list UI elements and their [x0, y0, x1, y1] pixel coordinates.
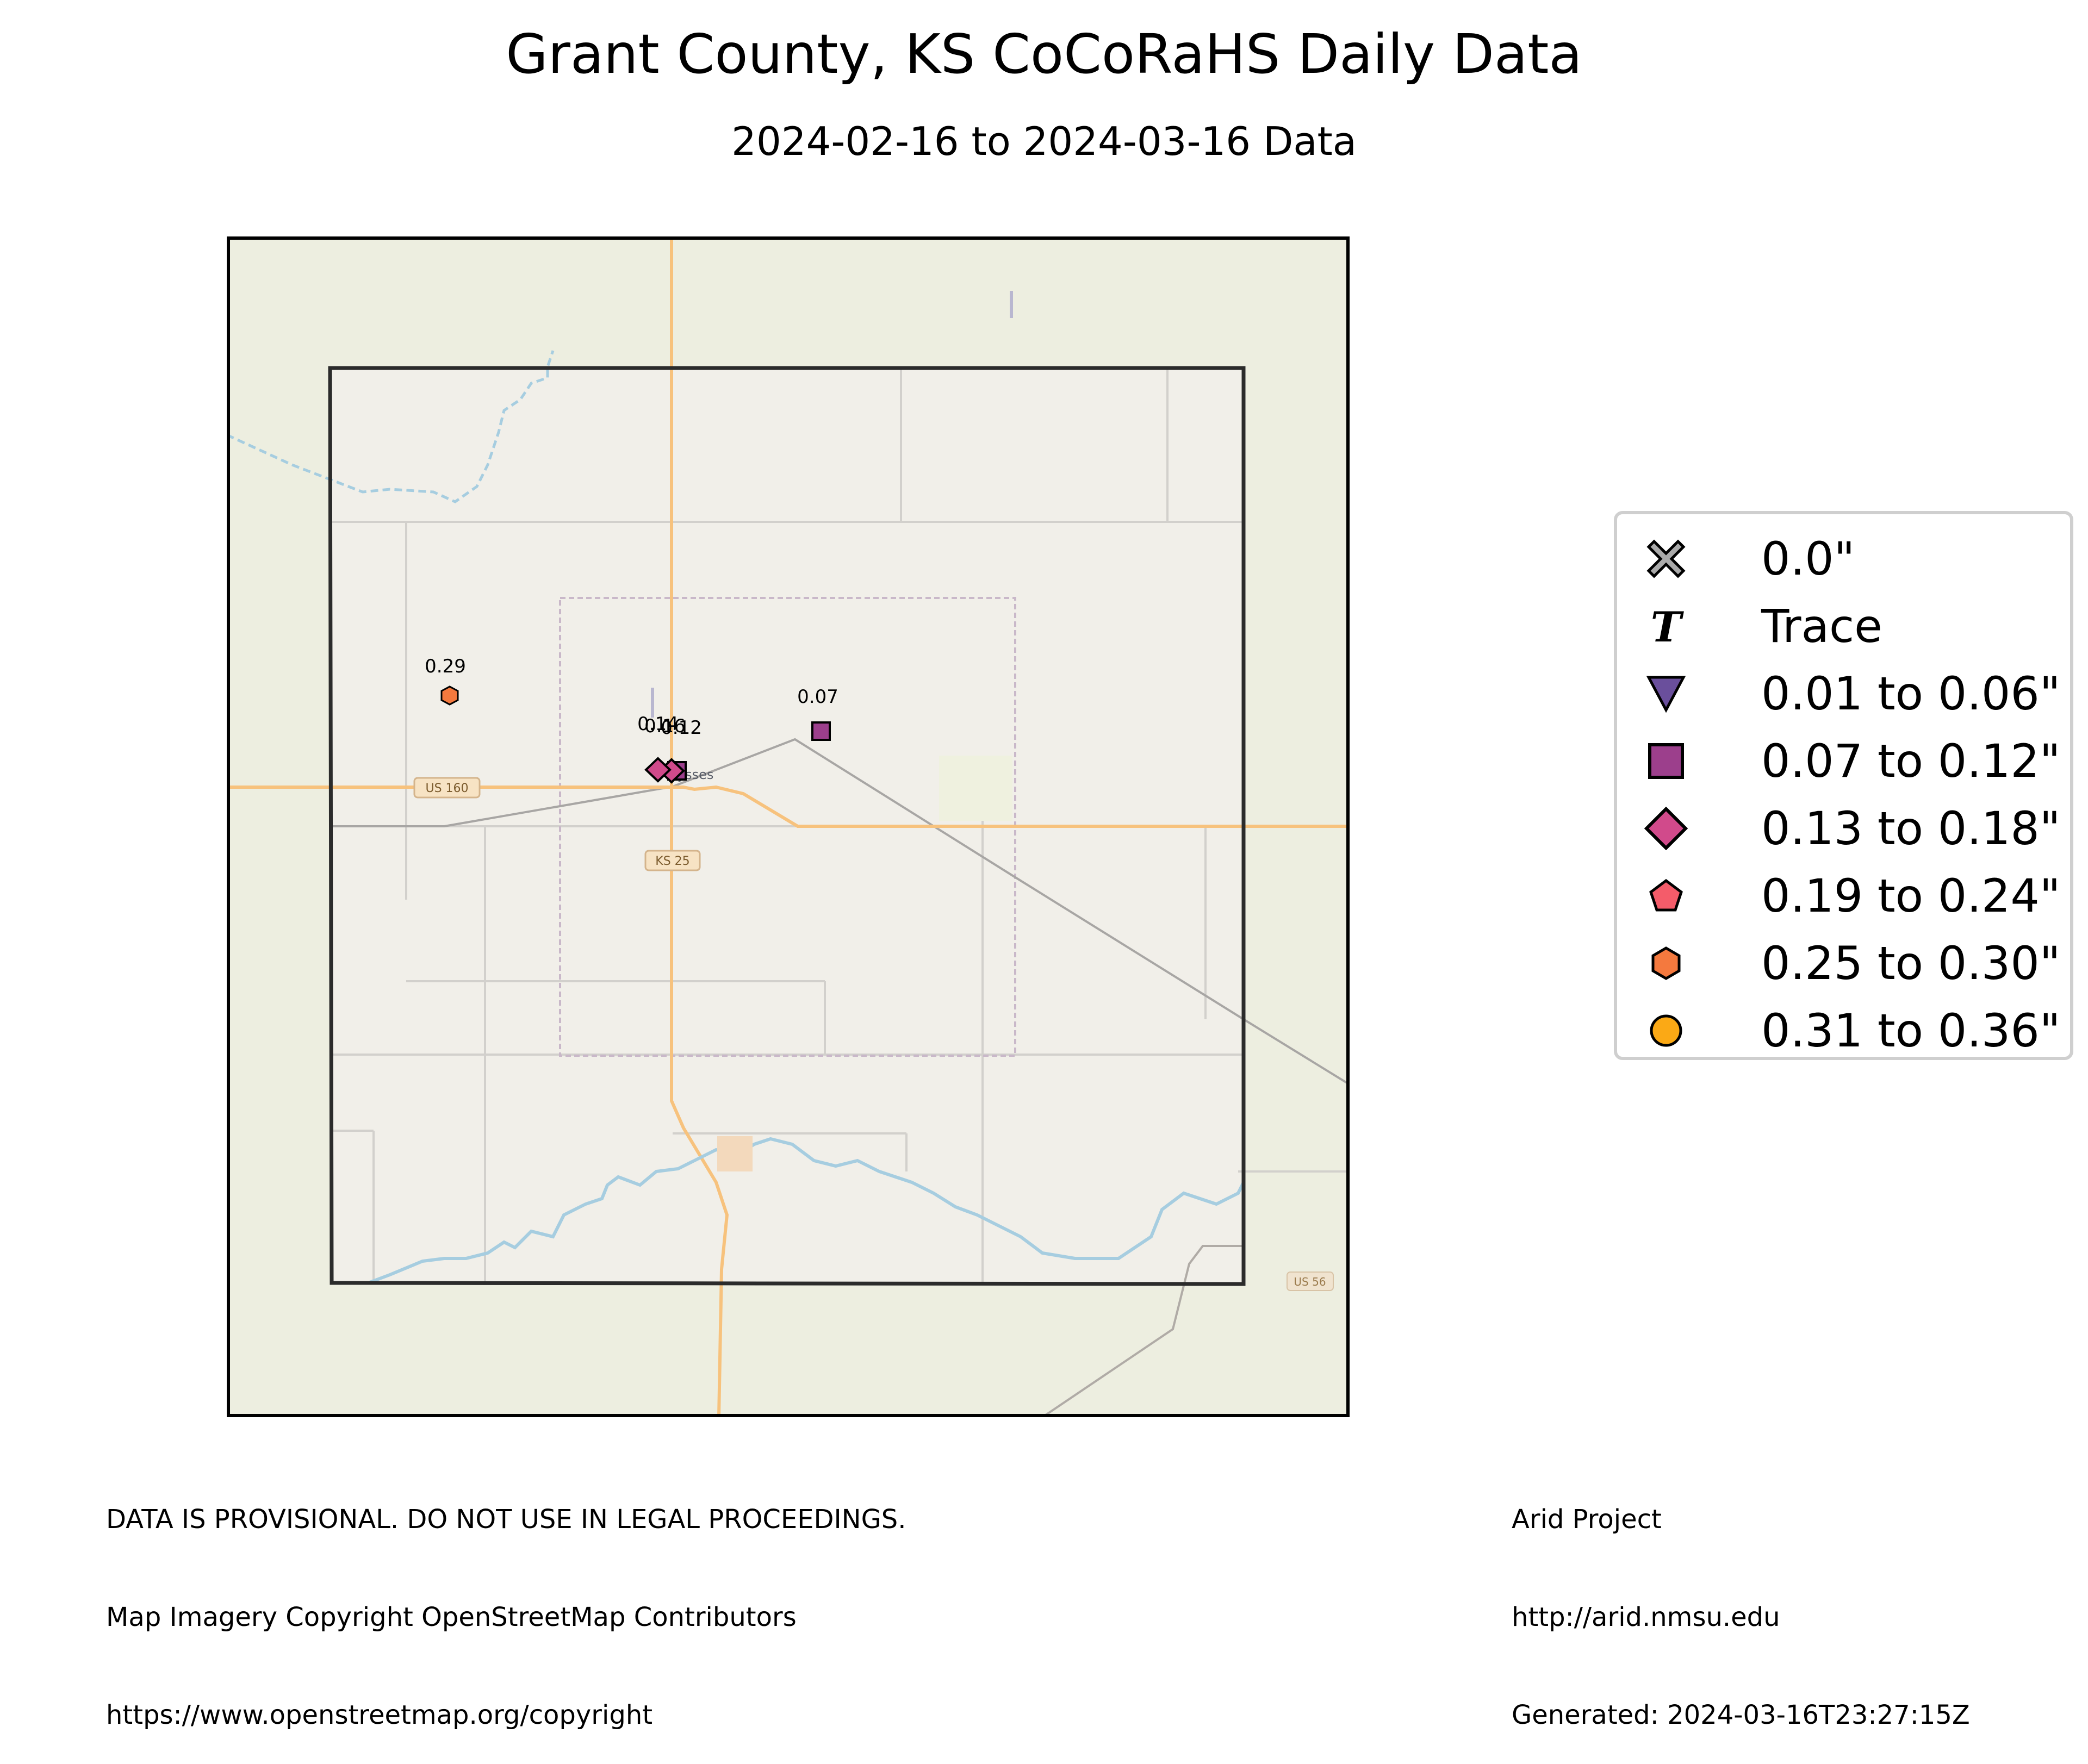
map-canvas[interactable]: US 160 KS 25 US 56 Ulysses 0.29 0.07 0.1…	[227, 236, 1350, 1417]
highways	[227, 236, 1350, 1417]
creek-north	[227, 350, 555, 503]
footer-line: DATA IS PROVISIONAL. DO NOT USE IN LEGAL…	[106, 1504, 906, 1535]
reservoir-mark	[1010, 291, 1013, 318]
footer-credits: Arid Project http://arid.nmsu.edu Genera…	[1512, 1438, 1970, 1764]
footer-generated: Generated: 2024-03-16T23:27:15Z	[1512, 1700, 1970, 1730]
legend-label: 0.07 to 0.12"	[1761, 734, 2061, 788]
station-value-label: 0.07	[797, 686, 838, 708]
footer-copyright-link[interactable]: https://www.openstreetmap.org/copyright	[106, 1700, 653, 1730]
county-boundary	[328, 366, 1246, 1286]
footer-line: Map Imagery Copyright OpenStreetMap Cont…	[106, 1602, 797, 1632]
station-value-label: 0.16	[644, 715, 686, 737]
us56-shield: US 56	[1287, 1271, 1334, 1291]
svg-text:US 160: US 160	[425, 782, 468, 795]
chart-subtitle: 2024-02-16 to 2024-03-16 Data	[731, 119, 1357, 164]
legend-label: 0.19 to 0.24"	[1761, 869, 2061, 922]
hexagon-icon	[1651, 946, 1681, 980]
trace-t-icon: T	[1651, 604, 1685, 648]
legend-item: 0.31 to 0.36"	[1617, 997, 2070, 1064]
legend-label: 0.01 to 0.06"	[1761, 667, 2061, 720]
circle-icon	[1650, 1014, 1682, 1047]
diamond-icon	[1644, 807, 1688, 850]
legend-item: 0.01 to 0.06"	[1617, 660, 2070, 727]
legend-label: Trace	[1761, 600, 1882, 653]
town-lot	[717, 1136, 753, 1171]
station-marker[interactable]: 0.07	[797, 686, 838, 741]
pentagon-icon	[1649, 878, 1683, 912]
triangle-down-icon	[1646, 676, 1686, 713]
legend: 0.0" T Trace 0.01 to 0.06" 0.07 to 0.12"…	[1614, 511, 2073, 1060]
x-cross-icon	[1646, 539, 1686, 578]
legend-item: 0.25 to 0.30"	[1617, 930, 2070, 997]
legend-label: 0.25 to 0.30"	[1761, 937, 2061, 990]
map-panel[interactable]: US 160 KS 25 US 56 Ulysses 0.29 0.07 0.1…	[227, 236, 1350, 1417]
station-marker[interactable]: 0.14	[637, 713, 679, 783]
legend-item: 0.13 to 0.18"	[1617, 795, 2070, 862]
svg-text:KS 25: KS 25	[655, 855, 689, 868]
legend-label: 0.31 to 0.36"	[1761, 1004, 2061, 1057]
station-value-label: 0.12	[661, 717, 702, 739]
railroad-southeast	[1041, 1245, 1244, 1417]
legend-label: 0.13 to 0.18"	[1761, 802, 2061, 855]
cimarron-river	[367, 1137, 1245, 1285]
legend-item: T Trace	[1617, 593, 2070, 660]
legend-label: 0.0"	[1761, 532, 1855, 585]
footer-disclaimer: DATA IS PROVISIONAL. DO NOT USE IN LEGAL…	[106, 1438, 906, 1764]
us160-shield: US 160	[413, 777, 481, 799]
ks25-shield: KS 25	[644, 850, 701, 871]
station-value-label: 0.14	[637, 713, 679, 735]
svg-text:T: T	[1651, 604, 1685, 648]
town-park	[939, 756, 1012, 821]
map-frame	[227, 236, 1350, 1417]
station-value-label: 0.29	[425, 656, 466, 677]
legend-item: 0.0"	[1617, 525, 2070, 593]
svg-text:US 56: US 56	[1294, 1275, 1326, 1288]
footer-line: Arid Project	[1512, 1504, 1662, 1535]
footer-project-link[interactable]: http://arid.nmsu.edu	[1512, 1602, 1780, 1632]
square-icon	[1648, 743, 1684, 779]
chart-title: Grant County, KS CoCoRaHS Daily Data	[506, 22, 1582, 86]
legend-item: 0.19 to 0.24"	[1617, 862, 2070, 930]
runway	[651, 688, 654, 718]
legend-item: 0.07 to 0.12"	[1617, 727, 2070, 795]
station-marker[interactable]: 0.29	[425, 656, 466, 706]
